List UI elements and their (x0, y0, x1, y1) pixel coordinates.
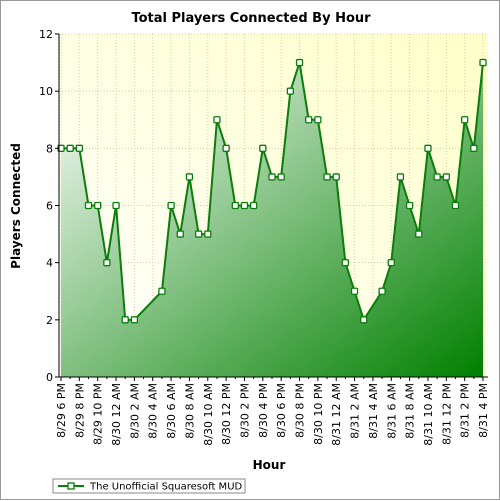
legend: The Unofficial Squaresoft MUD (52, 478, 246, 494)
y-tick-label: 10 (39, 85, 53, 98)
x-tick-label: 8/30 4 AM (147, 383, 160, 439)
y-tick-label: 4 (46, 257, 53, 270)
x-tick-label: 8/30 2 PM (238, 383, 251, 438)
data-point (204, 230, 212, 238)
data-point (176, 230, 184, 238)
data-point (121, 316, 129, 324)
data-point (286, 87, 294, 95)
x-tick-label: 8/31 12 AM (330, 383, 343, 446)
data-point (470, 144, 478, 152)
y-axis-ticks: 0 2 4 6 8 10 12 (39, 28, 59, 384)
x-tick-label: 8/30 8 PM (294, 383, 307, 438)
data-point (451, 201, 460, 210)
data-point (277, 173, 285, 181)
x-tick-label: 8/31 4 AM (367, 383, 380, 439)
data-point (222, 144, 230, 152)
x-axis-ticks: 8/29 6 PM 8/29 8 PM 8/29 10 PM 8/30 12 AM 8/… (55, 377, 490, 446)
data-point (268, 173, 276, 181)
x-tick-label: 8/30 6 PM (275, 383, 288, 438)
data-point (424, 144, 432, 152)
data-point (158, 287, 166, 295)
data-point (167, 201, 175, 210)
data-point (94, 201, 102, 210)
legend-marker-swatch (67, 482, 75, 490)
data-point (75, 144, 83, 152)
y-tick-label: 8 (46, 142, 53, 155)
series-area (61, 62, 483, 377)
series-markers (57, 58, 487, 324)
data-point (250, 201, 258, 210)
x-tick-label: 8/30 8 AM (183, 383, 196, 439)
data-point (405, 201, 414, 210)
data-point (112, 201, 120, 210)
data-point (103, 259, 111, 267)
data-point (240, 201, 249, 210)
x-tick-label: 8/29 10 PM (92, 383, 105, 445)
data-point (130, 316, 139, 324)
x-tick-label: 8/30 12 AM (110, 383, 123, 446)
x-tick-label: 8/31 8 AM (404, 383, 417, 439)
data-point (314, 116, 322, 124)
y-tick-label: 0 (46, 371, 53, 384)
data-point (185, 173, 194, 181)
y-axis-title: Players Connected (9, 143, 23, 269)
data-point (66, 144, 74, 152)
x-tick-label: 8/30 2 AM (128, 383, 141, 439)
data-point (332, 173, 340, 181)
data-point (84, 201, 93, 210)
data-point (396, 173, 405, 181)
x-tick-label: 8/30 12 PM (220, 383, 233, 445)
x-tick-label: 8/31 2 PM (459, 383, 472, 438)
data-point (360, 316, 368, 324)
data-point (259, 144, 267, 152)
x-tick-label: 8/29 6 PM (55, 383, 68, 438)
x-axis-title: Hour (253, 458, 286, 472)
data-point (231, 201, 239, 210)
data-point (350, 287, 359, 295)
x-tick-label: 8/31 4 PM (477, 383, 490, 438)
y-tick-label: 2 (46, 314, 53, 327)
legend-series-label: The Unofficial Squaresoft MUD (89, 482, 243, 493)
legend-box (52, 478, 246, 494)
x-tick-label: 8/31 12 PM (440, 383, 453, 445)
x-tick-label: 8/30 6 AM (165, 383, 178, 439)
x-tick-label: 8/29 8 PM (73, 383, 86, 438)
data-point (295, 58, 304, 67)
data-point (442, 173, 450, 181)
x-tick-label: 8/30 4 PM (257, 383, 270, 438)
x-tick-label: 8/30 10 PM (312, 383, 325, 445)
data-point (323, 173, 331, 181)
data-point (305, 116, 313, 124)
y-tick-label: 6 (46, 200, 53, 213)
x-tick-label: 8/30 10 AM (202, 383, 215, 446)
data-point (433, 173, 441, 181)
series-area-fill (61, 62, 483, 377)
chart-title: Total Players Connected By Hour (131, 11, 371, 26)
data-point (341, 259, 350, 267)
y-tick-label: 12 (39, 28, 53, 41)
data-point (213, 116, 221, 124)
data-point (378, 287, 386, 295)
x-tick-label: 8/31 2 AM (349, 383, 362, 439)
x-tick-label: 8/31 10 AM (422, 383, 435, 446)
x-tick-label: 8/31 6 AM (385, 383, 398, 439)
data-point (479, 58, 487, 67)
data-point (387, 259, 395, 267)
data-point (194, 230, 203, 238)
data-point (415, 230, 423, 238)
data-point (461, 116, 469, 124)
